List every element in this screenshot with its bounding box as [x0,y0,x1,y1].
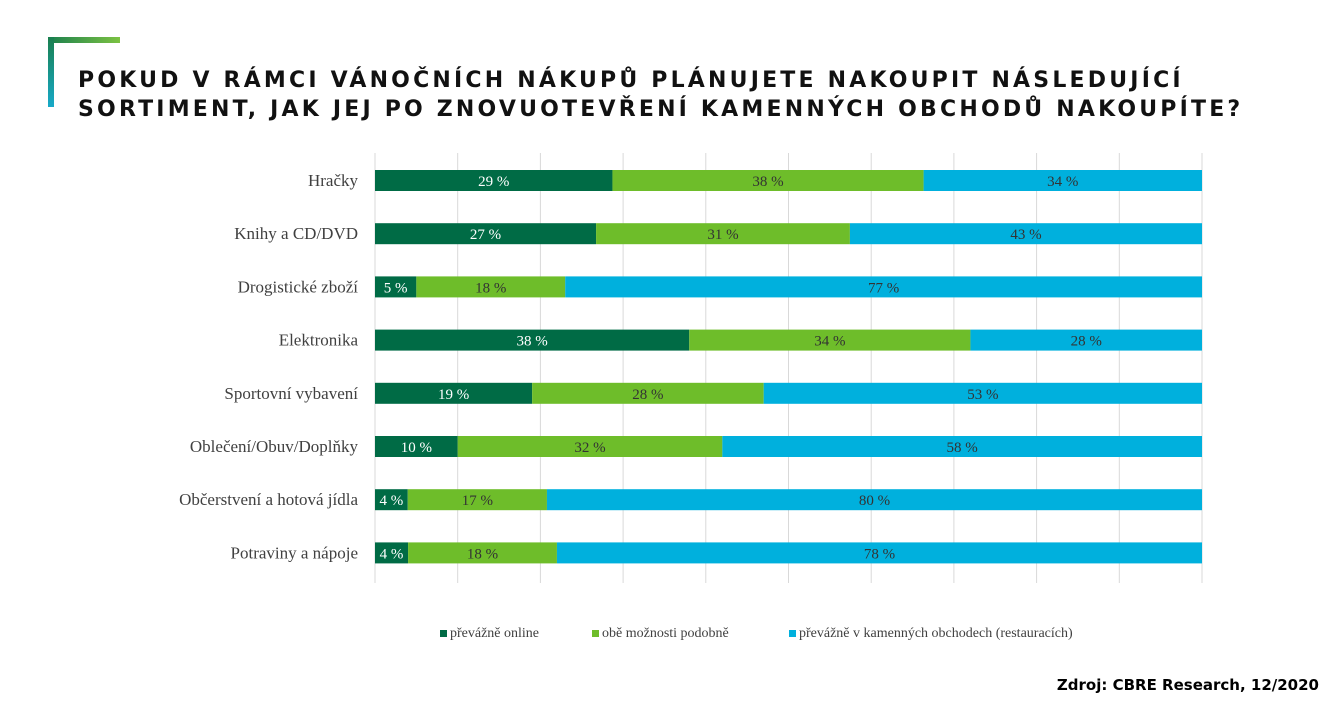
bar-segment [556,542,1202,564]
legend-label: převážně online [450,626,539,641]
bar-segment [923,170,1202,191]
category-label: Potraviny a nápoje [231,543,358,562]
source-note: Zdroj: CBRE Research, 12/2020 [1056,676,1319,694]
bar-segment [375,489,408,511]
bar-segment [375,436,458,457]
bar-segment [532,382,764,404]
bar-segment [596,223,850,245]
category-label: Knihy a CD/DVD [234,224,358,243]
data-label: 31 % [707,227,738,243]
data-label: 5 % [384,280,408,296]
data-label: 58 % [947,440,978,456]
data-label: 38 % [752,174,783,190]
legend-label: obě možnosti podobně [602,626,729,641]
data-label: 28 % [1071,334,1102,350]
bars: 29 % 38 % 34 % 27 % 31 % 43 % 5 % 18 % 77 % 38 % 3… [375,170,1202,564]
data-label: 28 % [632,387,663,403]
data-label: 38 % [517,334,548,350]
bar-segment [408,542,557,564]
data-label: 18 % [467,546,498,562]
data-label: 32 % [574,440,605,456]
bar-segment [375,170,613,191]
bar-segment [849,223,1202,245]
data-label: 19 % [438,387,469,403]
category-label: Hračky [308,171,359,190]
bar-segment [375,382,533,404]
category-labels: Hračky Knihy a CD/DVD Drogistické zboží Ele… [179,171,358,562]
category-label: Drogistické zboží [238,277,359,296]
bar-segment [970,329,1202,351]
category-label: Občerstvení a hotová jídla [179,490,358,509]
data-label: 4 % [380,493,404,509]
data-label: 43 % [1010,227,1041,243]
bar-segment [612,170,924,191]
bar-segment [375,276,417,298]
bar-segment [722,436,1202,457]
bar-segment [375,223,597,245]
data-label: 34 % [1047,174,1078,190]
data-label: 53 % [967,387,998,403]
bar-segment [407,489,547,511]
title-accent-bar [48,37,120,43]
bar-segment [763,382,1202,404]
data-label: 10 % [401,440,432,456]
bar-segment [375,329,690,351]
bar-segment [565,276,1202,298]
data-label: 27 % [470,227,501,243]
bar-segment [546,489,1202,511]
data-label: 80 % [859,493,890,509]
data-label: 78 % [864,546,895,562]
legend-swatch [440,630,447,637]
category-label: Sportovní vybavení [224,384,358,403]
title-accent-line [48,37,54,107]
bar-segment [375,542,409,564]
category-label: Oblečení/Obuv/Doplňky [190,437,359,456]
bar-segment [457,436,723,457]
bar-segment [689,329,971,351]
data-label: 34 % [814,334,845,350]
legend-label: převážně v kamenných obchodech (restaura… [799,626,1073,641]
legend-swatch [789,630,796,637]
chart-title: POKUD V RÁMCI VÁNOČNÍCH NÁKUPŮ PLÁNUJETE… [78,68,1244,122]
data-label: 77 % [868,280,899,296]
data-label: 17 % [462,493,493,509]
category-label: Elektronika [279,331,359,350]
data-label: 18 % [475,280,506,296]
legend: převážně online obě možnosti podobně převá… [440,626,1073,641]
legend-swatch [592,630,599,637]
gridlines [374,153,1203,583]
data-label: 29 % [478,174,509,190]
bar-segment [416,276,566,298]
data-label: 4 % [380,546,404,562]
